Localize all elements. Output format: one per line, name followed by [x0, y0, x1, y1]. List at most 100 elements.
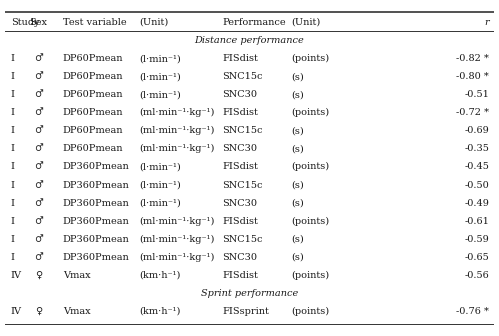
Text: Vmax: Vmax: [63, 307, 90, 316]
Text: (ml·min⁻¹·kg⁻¹): (ml·min⁻¹·kg⁻¹): [140, 144, 215, 154]
Text: (points): (points): [291, 217, 329, 226]
Text: FISdist: FISdist: [223, 108, 258, 117]
Text: -0.56: -0.56: [465, 271, 489, 280]
Text: (km·h⁻¹): (km·h⁻¹): [140, 307, 181, 316]
Text: (s): (s): [291, 253, 304, 262]
Text: (points): (points): [291, 108, 329, 117]
Text: Performance: Performance: [223, 18, 286, 27]
Text: ♂: ♂: [34, 162, 42, 171]
Text: FISdist: FISdist: [223, 217, 258, 226]
Text: I: I: [11, 126, 15, 135]
Text: I: I: [11, 108, 15, 117]
Text: (points): (points): [291, 54, 329, 63]
Text: (l·min⁻¹): (l·min⁻¹): [140, 162, 181, 171]
Text: Sprint performance: Sprint performance: [201, 289, 298, 298]
Text: -0.45: -0.45: [464, 162, 489, 171]
Text: DP360Pmean: DP360Pmean: [63, 199, 129, 208]
Text: SNC15c: SNC15c: [223, 126, 263, 135]
Text: FISdist: FISdist: [223, 271, 258, 280]
Text: ♀: ♀: [35, 271, 42, 280]
Text: DP360Pmean: DP360Pmean: [63, 235, 129, 244]
Text: SNC30: SNC30: [223, 253, 257, 262]
Text: I: I: [11, 217, 15, 226]
Text: (ml·min⁻¹·kg⁻¹): (ml·min⁻¹·kg⁻¹): [140, 108, 215, 117]
Text: r: r: [485, 18, 489, 27]
Text: ♂: ♂: [34, 235, 42, 244]
Text: (ml·min⁻¹·kg⁻¹): (ml·min⁻¹·kg⁻¹): [140, 217, 215, 226]
Text: DP60Pmean: DP60Pmean: [63, 144, 123, 153]
Text: DP60Pmean: DP60Pmean: [63, 54, 123, 63]
Text: (km·h⁻¹): (km·h⁻¹): [140, 271, 181, 280]
Text: I: I: [11, 54, 15, 63]
Text: (ml·min⁻¹·kg⁻¹): (ml·min⁻¹·kg⁻¹): [140, 235, 215, 244]
Text: I: I: [11, 253, 15, 262]
Text: (l·min⁻¹): (l·min⁻¹): [140, 72, 181, 81]
Text: DP360Pmean: DP360Pmean: [63, 217, 129, 226]
Text: (s): (s): [291, 199, 304, 208]
Text: (ml·min⁻¹·kg⁻¹): (ml·min⁻¹·kg⁻¹): [140, 126, 215, 135]
Text: Study: Study: [11, 18, 39, 27]
Text: -0.61: -0.61: [464, 217, 489, 226]
Text: ♂: ♂: [34, 199, 42, 208]
Text: (ml·min⁻¹·kg⁻¹): (ml·min⁻¹·kg⁻¹): [140, 253, 215, 262]
Text: I: I: [11, 199, 15, 208]
Text: DP360Pmean: DP360Pmean: [63, 253, 129, 262]
Text: DP360Pmean: DP360Pmean: [63, 180, 129, 190]
Text: I: I: [11, 235, 15, 244]
Text: (s): (s): [291, 90, 304, 99]
Text: IV: IV: [11, 271, 22, 280]
Text: ♂: ♂: [34, 144, 42, 153]
Text: FISdist: FISdist: [223, 162, 258, 171]
Text: Distance performance: Distance performance: [195, 36, 304, 45]
Text: -0.82 *: -0.82 *: [456, 54, 489, 63]
Text: ♂: ♂: [34, 217, 42, 226]
Text: -0.50: -0.50: [465, 180, 489, 190]
Text: SNC15c: SNC15c: [223, 180, 263, 190]
Text: FISdist: FISdist: [223, 54, 258, 63]
Text: Sex: Sex: [29, 18, 47, 27]
Text: (s): (s): [291, 180, 304, 190]
Text: (s): (s): [291, 126, 304, 135]
Text: -0.72 *: -0.72 *: [456, 108, 489, 117]
Text: (s): (s): [291, 144, 304, 153]
Text: SNC30: SNC30: [223, 144, 257, 153]
Text: -0.59: -0.59: [465, 235, 489, 244]
Text: -0.51: -0.51: [464, 90, 489, 99]
Text: ♀: ♀: [35, 307, 42, 316]
Text: ♂: ♂: [34, 54, 42, 63]
Text: I: I: [11, 162, 15, 171]
Text: DP360Pmean: DP360Pmean: [63, 162, 129, 171]
Text: (l·min⁻¹): (l·min⁻¹): [140, 90, 181, 99]
Text: (s): (s): [291, 72, 304, 81]
Text: (points): (points): [291, 307, 329, 316]
Text: I: I: [11, 180, 15, 190]
Text: (s): (s): [291, 235, 304, 244]
Text: IV: IV: [11, 307, 22, 316]
Text: (points): (points): [291, 271, 329, 280]
Text: DP60Pmean: DP60Pmean: [63, 90, 123, 99]
Text: (Unit): (Unit): [140, 18, 169, 27]
Text: ♂: ♂: [34, 180, 42, 190]
Text: -0.35: -0.35: [464, 144, 489, 153]
Text: ♂: ♂: [34, 126, 42, 135]
Text: FISsprint: FISsprint: [223, 307, 269, 316]
Text: Vmax: Vmax: [63, 271, 90, 280]
Text: SNC30: SNC30: [223, 90, 257, 99]
Text: ♂: ♂: [34, 253, 42, 262]
Text: SNC30: SNC30: [223, 199, 257, 208]
Text: -0.80 *: -0.80 *: [457, 72, 489, 81]
Text: SNC15c: SNC15c: [223, 72, 263, 81]
Text: (Unit): (Unit): [291, 18, 320, 27]
Text: ♂: ♂: [34, 90, 42, 99]
Text: I: I: [11, 90, 15, 99]
Text: I: I: [11, 144, 15, 153]
Text: DP60Pmean: DP60Pmean: [63, 126, 123, 135]
Text: (l·min⁻¹): (l·min⁻¹): [140, 54, 181, 63]
Text: -0.65: -0.65: [465, 253, 489, 262]
Text: -0.49: -0.49: [464, 199, 489, 208]
Text: DP60Pmean: DP60Pmean: [63, 108, 123, 117]
Text: ♂: ♂: [34, 108, 42, 117]
Text: (points): (points): [291, 162, 329, 171]
Text: ♂: ♂: [34, 72, 42, 81]
Text: -0.69: -0.69: [465, 126, 489, 135]
